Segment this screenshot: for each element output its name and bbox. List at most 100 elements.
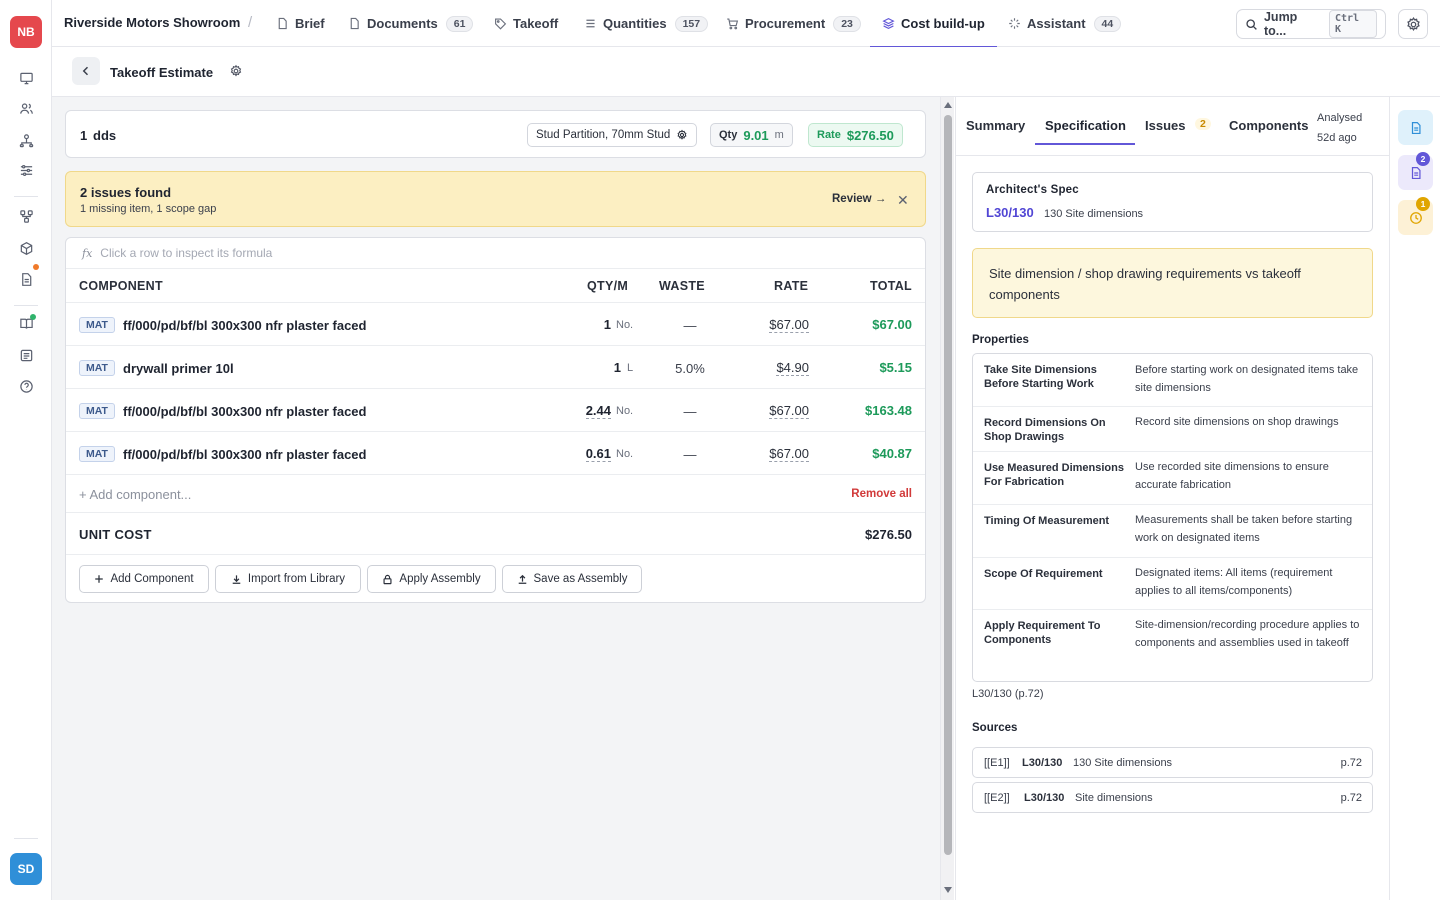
analysed-status: Analysed 52d ago <box>1317 108 1362 148</box>
cart-icon <box>727 18 739 30</box>
component-total: $67.00 <box>872 317 912 332</box>
spec-heading: Architect's Spec <box>986 184 1079 196</box>
tab-specification[interactable]: Specification <box>1045 118 1126 133</box>
org-logo[interactable]: NB <box>10 16 42 48</box>
table-row[interactable]: MAT ff/000/pd/bf/bl 300x300 nfr plaster … <box>66 432 925 475</box>
settings-icon[interactable] <box>229 64 243 78</box>
upload-icon <box>518 574 526 584</box>
component-rate[interactable]: $67.00 <box>769 446 809 462</box>
jump-to-search[interactable]: Jump to... Ctrl K <box>1236 9 1386 39</box>
source-text: 130 Site dimensions <box>1073 757 1173 769</box>
spec-panel-button[interactable] <box>1398 110 1433 145</box>
property-row: Apply Requirement To Components Site-dim… <box>973 610 1372 681</box>
review-issues-button[interactable]: Review → <box>832 193 887 205</box>
import-library-button[interactable]: Import from Library <box>215 565 361 593</box>
source-item[interactable]: [[E2]] L30/130 Site dimensions p.72 <box>972 782 1373 813</box>
add-component-button[interactable]: Add Component <box>79 565 209 593</box>
component-name: drywall primer 10l <box>123 361 234 376</box>
remove-all-button[interactable]: Remove all <box>851 488 912 500</box>
user-avatar[interactable]: SD <box>10 853 42 885</box>
tab-documents[interactable]: Documents 61 <box>348 0 474 47</box>
unit-cost-label: UNIT COST <box>79 527 152 542</box>
component-rate[interactable]: $4.90 <box>776 360 809 376</box>
sub-header: Takeoff Estimate <box>52 47 1440 97</box>
specification-panel: Summary Specification Issues 2 Component… <box>955 97 1389 900</box>
table-row[interactable]: MAT drywall primer 10l 1 L 5.0% $4.90 $5… <box>66 346 925 389</box>
main-scrollbar[interactable] <box>940 97 954 900</box>
component-qty[interactable]: 2.44 <box>585 403 611 419</box>
spec-reference-link[interactable]: L30/130 <box>986 205 1034 220</box>
document-icon[interactable] <box>16 269 36 289</box>
formula-icon: fx <box>82 246 93 260</box>
tab-procurement[interactable]: Procurement 23 <box>726 0 861 47</box>
property-value: Before starting work on designated items… <box>1135 364 1359 394</box>
property-row: Record Dimensions On Shop Drawings Recor… <box>973 407 1372 452</box>
keyboard-shortcut: Ctrl K <box>1328 10 1378 38</box>
component-qty[interactable]: 0.61 <box>585 446 611 462</box>
assembly-chip[interactable]: Stud Partition, 70mm Stud <box>527 123 698 147</box>
property-row: Use Measured Dimensions For Fabrication … <box>973 452 1372 505</box>
tab-assistant[interactable]: Assistant 44 <box>1008 0 1122 47</box>
qty-unit: m <box>774 129 784 141</box>
tab-takeoff[interactable]: Takeoff <box>494 0 558 47</box>
properties-table: Take Site Dimensions Before Starting Wor… <box>972 353 1373 682</box>
source-item[interactable]: [[E1]] L30/130 130 Site dimensions p.72 <box>972 747 1373 778</box>
cube-icon[interactable] <box>16 238 36 258</box>
type-badge: MAT <box>79 403 115 419</box>
book-icon[interactable] <box>16 313 36 333</box>
component-name: ff/000/pd/bf/bl 300x300 nfr plaster face… <box>123 447 367 462</box>
help-icon[interactable] <box>16 376 36 396</box>
tab-brief[interactable]: Brief <box>276 0 325 47</box>
tab-summary[interactable]: Summary <box>966 118 1026 133</box>
scroll-down-arrow[interactable] <box>944 887 952 893</box>
apply-assembly-button[interactable]: Apply Assembly <box>367 565 496 593</box>
table-row[interactable]: MAT ff/000/pd/bf/bl 300x300 nfr plaster … <box>66 389 925 432</box>
scroll-up-arrow[interactable] <box>944 102 952 108</box>
project-name[interactable]: Riverside Motors Showroom <box>64 15 241 30</box>
sliders-icon[interactable] <box>16 160 36 180</box>
settings-button[interactable] <box>1398 9 1428 39</box>
tab-count-badge: 61 <box>445 15 474 32</box>
close-icon[interactable]: ✕ <box>897 192 909 208</box>
back-button[interactable] <box>72 57 100 85</box>
tab-cost-build-up[interactable]: Cost build-up <box>870 0 997 48</box>
download-icon <box>232 574 241 584</box>
tab-label: Assistant <box>1027 16 1086 31</box>
issues-subtitle: 1 missing item, 1 scope gap <box>80 203 217 215</box>
tab-quantities[interactable]: Quantities 157 <box>584 0 709 47</box>
notes-icon[interactable] <box>16 345 36 365</box>
quantity-chip[interactable]: Qty 9.01 m <box>710 123 793 147</box>
monitor-icon[interactable] <box>16 68 36 88</box>
tab-components[interactable]: Components <box>1229 118 1309 133</box>
formula-bar[interactable]: fx Click a row to inspect its formula <box>66 238 925 269</box>
property-key: Record Dimensions On Shop Drawings <box>984 417 1106 443</box>
rate-chip[interactable]: Rate $276.50 <box>808 123 903 147</box>
rail-divider <box>14 196 38 197</box>
save-assembly-button[interactable]: Save as Assembly <box>502 565 642 593</box>
source-tag: [[E2]] <box>984 792 1010 804</box>
top-nav: Riverside Motors Showroom / Brief Docume… <box>52 0 1440 48</box>
source-text: Site dimensions <box>1075 792 1153 804</box>
tab-issues[interactable]: Issues <box>1145 118 1186 133</box>
sparkle-icon <box>1009 18 1020 29</box>
property-row: Timing Of Measurement Measurements shall… <box>973 505 1372 558</box>
gear-icon <box>677 129 687 140</box>
org-chart-icon[interactable] <box>16 130 36 150</box>
component-waste: — <box>683 447 697 462</box>
component-qty: 1 <box>603 317 611 332</box>
component-waste: — <box>683 404 697 419</box>
scroll-thumb[interactable] <box>944 115 952 855</box>
property-key: Scope Of Requirement <box>984 568 1103 580</box>
component-rate[interactable]: $67.00 <box>769 317 809 333</box>
property-row: Take Site Dimensions Before Starting Wor… <box>973 354 1372 407</box>
workflow-icon[interactable] <box>16 206 36 226</box>
assembly-name: Stud Partition, 70mm Stud <box>536 129 671 141</box>
component-rate[interactable]: $67.00 <box>769 403 809 419</box>
table-row[interactable]: MAT ff/000/pd/bf/bl 300x300 nfr plaster … <box>66 303 925 346</box>
button-label: Apply Assembly <box>399 573 481 585</box>
add-component-link[interactable]: + Add component... <box>79 487 192 502</box>
property-value: Measurements shall be taken before start… <box>1135 514 1353 544</box>
line-item-card[interactable]: 1 dds Stud Partition, 70mm Stud Qty 9.01… <box>65 110 926 158</box>
users-icon[interactable] <box>16 98 36 118</box>
issues-banner: 2 issues found 1 missing item, 1 scope g… <box>65 171 926 227</box>
